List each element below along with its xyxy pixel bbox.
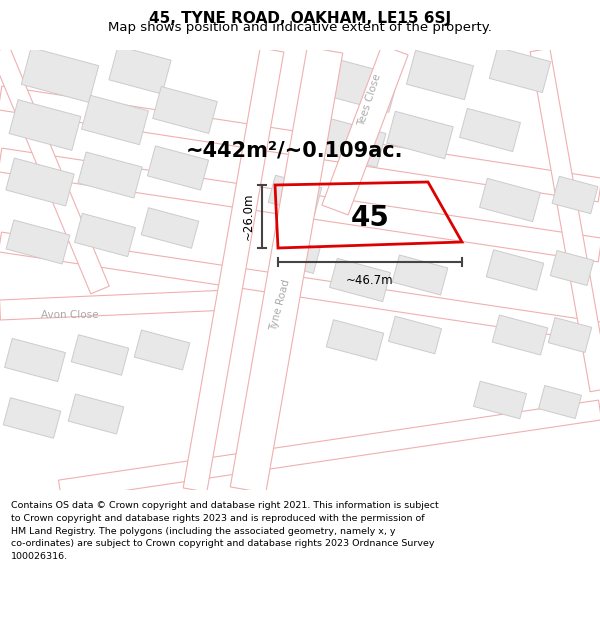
Polygon shape: [78, 152, 142, 198]
Polygon shape: [473, 381, 527, 419]
Polygon shape: [74, 213, 136, 257]
Polygon shape: [268, 175, 322, 215]
Polygon shape: [0, 290, 230, 320]
Polygon shape: [329, 258, 391, 302]
Polygon shape: [6, 220, 70, 264]
Text: Map shows position and indicative extent of the property.: Map shows position and indicative extent…: [108, 21, 492, 34]
Polygon shape: [460, 108, 520, 152]
Text: ~46.7m: ~46.7m: [346, 274, 394, 287]
Polygon shape: [270, 237, 320, 273]
Polygon shape: [552, 176, 598, 214]
Polygon shape: [148, 146, 209, 190]
Polygon shape: [479, 178, 541, 222]
Polygon shape: [539, 386, 581, 419]
Polygon shape: [5, 338, 65, 382]
Polygon shape: [0, 232, 600, 342]
Text: Avon Close: Avon Close: [41, 310, 99, 320]
Text: Tees Close: Tees Close: [357, 72, 383, 127]
Polygon shape: [9, 99, 81, 151]
Polygon shape: [321, 58, 399, 112]
Polygon shape: [314, 117, 386, 168]
Polygon shape: [492, 315, 548, 355]
Polygon shape: [0, 148, 600, 262]
Polygon shape: [489, 48, 551, 92]
Polygon shape: [0, 86, 600, 202]
Text: 45: 45: [350, 204, 389, 232]
Polygon shape: [548, 318, 592, 352]
Polygon shape: [486, 250, 544, 290]
Polygon shape: [71, 335, 129, 375]
Text: ~26.0m: ~26.0m: [241, 192, 254, 240]
Polygon shape: [59, 400, 600, 500]
Polygon shape: [550, 251, 594, 286]
Text: Tyne Road: Tyne Road: [268, 278, 292, 332]
Polygon shape: [387, 111, 453, 159]
Text: Contains OS data © Crown copyright and database right 2021. This information is : Contains OS data © Crown copyright and d…: [11, 501, 439, 561]
Polygon shape: [322, 45, 408, 215]
Polygon shape: [134, 330, 190, 370]
Polygon shape: [153, 86, 217, 134]
Polygon shape: [183, 48, 284, 492]
Text: ~442m²/~0.109ac.: ~442m²/~0.109ac.: [186, 140, 404, 160]
Polygon shape: [109, 46, 171, 94]
Polygon shape: [0, 46, 109, 294]
Polygon shape: [3, 398, 61, 438]
Polygon shape: [6, 158, 74, 206]
Polygon shape: [392, 255, 448, 295]
Polygon shape: [82, 96, 149, 144]
Polygon shape: [406, 51, 473, 99]
Polygon shape: [68, 394, 124, 434]
Text: 45, TYNE ROAD, OAKHAM, LE15 6SJ: 45, TYNE ROAD, OAKHAM, LE15 6SJ: [149, 11, 451, 26]
Polygon shape: [326, 320, 384, 360]
Polygon shape: [230, 47, 343, 493]
Polygon shape: [21, 48, 99, 102]
Polygon shape: [530, 48, 600, 392]
Polygon shape: [141, 208, 199, 248]
Polygon shape: [388, 316, 442, 354]
